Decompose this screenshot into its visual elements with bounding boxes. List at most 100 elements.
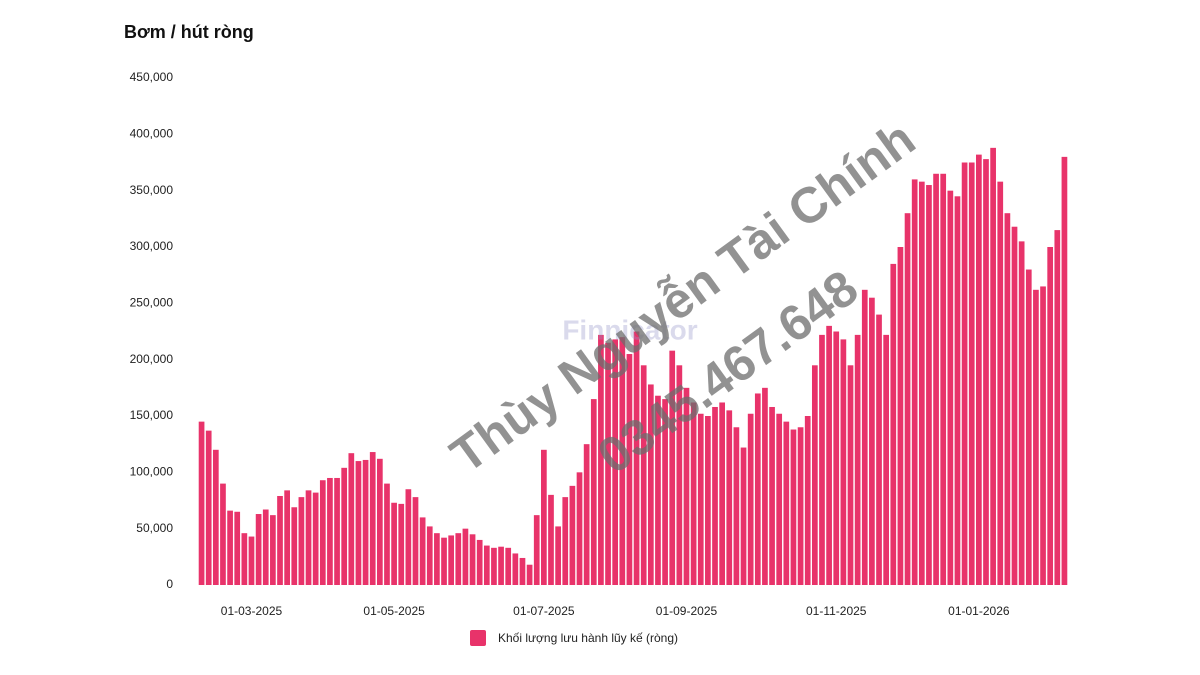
bar	[697, 413, 704, 585]
bar	[255, 514, 262, 585]
bar	[391, 502, 397, 585]
bar	[548, 494, 554, 585]
bar	[1018, 241, 1025, 585]
bar	[562, 497, 569, 585]
bar	[376, 458, 383, 585]
bar	[890, 263, 897, 585]
bar	[455, 533, 462, 585]
bar	[947, 190, 954, 585]
bar	[626, 354, 633, 585]
bar	[284, 490, 290, 585]
bar	[619, 337, 626, 585]
bar	[505, 547, 512, 585]
bar	[519, 557, 526, 585]
y-tick-label: 150,000	[130, 408, 174, 422]
bar	[583, 444, 590, 585]
bar	[633, 331, 640, 585]
bar	[776, 413, 783, 585]
y-tick-label: 250,000	[130, 296, 174, 310]
bar	[854, 334, 861, 585]
bar	[412, 497, 419, 585]
bar	[954, 196, 961, 586]
bar	[327, 477, 333, 585]
bar	[384, 483, 390, 585]
bar	[904, 213, 911, 585]
bar	[740, 447, 747, 585]
bar	[726, 410, 733, 585]
bar	[291, 507, 298, 585]
bar	[341, 467, 348, 585]
bar	[733, 427, 740, 585]
bar	[676, 365, 683, 585]
bar	[576, 472, 583, 585]
bar	[819, 334, 825, 585]
bar	[541, 449, 547, 585]
bar	[369, 452, 376, 585]
bar	[783, 421, 790, 585]
bar	[227, 510, 233, 585]
bar	[590, 399, 597, 585]
bar	[612, 339, 619, 585]
bar	[434, 533, 440, 585]
bar	[747, 413, 754, 585]
bar	[811, 365, 818, 585]
bar	[983, 159, 989, 585]
bar	[997, 181, 1004, 586]
x-tick-label: 01-03-2025	[221, 604, 283, 618]
bar	[462, 528, 469, 585]
x-tick-label: 01-01-2026	[948, 604, 1010, 618]
bar	[804, 416, 811, 585]
bar	[205, 430, 212, 585]
bar	[605, 342, 611, 585]
bar	[876, 314, 882, 585]
bar	[911, 179, 918, 585]
y-tick-label: 200,000	[130, 352, 174, 366]
bar	[961, 162, 968, 585]
bar	[569, 485, 576, 585]
bar	[234, 511, 241, 585]
bar	[669, 350, 676, 585]
bar	[655, 395, 661, 585]
bar	[355, 461, 362, 585]
bar	[647, 384, 654, 585]
bar	[918, 181, 925, 586]
bar	[270, 515, 276, 585]
bar	[790, 429, 797, 585]
bar	[847, 365, 854, 585]
bar	[334, 477, 340, 585]
bar	[305, 490, 312, 585]
bar	[940, 173, 947, 585]
bar	[362, 459, 369, 585]
bar	[526, 564, 533, 585]
x-tick-label: 01-05-2025	[363, 604, 425, 618]
bar	[491, 547, 497, 585]
bar	[598, 334, 604, 585]
bar	[990, 147, 996, 585]
bar	[883, 334, 890, 585]
bar	[933, 173, 939, 585]
bar	[277, 495, 283, 585]
bar	[262, 509, 269, 585]
bar	[483, 545, 490, 585]
bar	[662, 399, 668, 585]
bar	[826, 325, 832, 585]
bar	[1047, 247, 1054, 585]
bar	[690, 402, 697, 585]
y-tick-label: 350,000	[130, 183, 174, 197]
bar	[840, 339, 847, 585]
x-tick-label: 01-11-2025	[806, 604, 867, 618]
bar	[398, 503, 405, 585]
bar	[869, 297, 875, 585]
plot-area: 0 50,000 100,000 150,000 200,000 250,000 300,0…	[130, 70, 1068, 646]
bar	[1004, 213, 1011, 585]
bar	[405, 489, 412, 585]
bar	[198, 421, 205, 585]
bar	[762, 387, 768, 585]
bar	[512, 553, 519, 585]
legend-label: Khối lượng lưu hành lũy kế (ròng)	[498, 631, 678, 645]
bar	[1011, 226, 1018, 585]
bar	[555, 526, 561, 585]
x-tick-label: 01-07-2025	[513, 604, 575, 618]
bar	[498, 546, 504, 585]
chart-title: Bơm / hút ròng	[124, 22, 254, 42]
